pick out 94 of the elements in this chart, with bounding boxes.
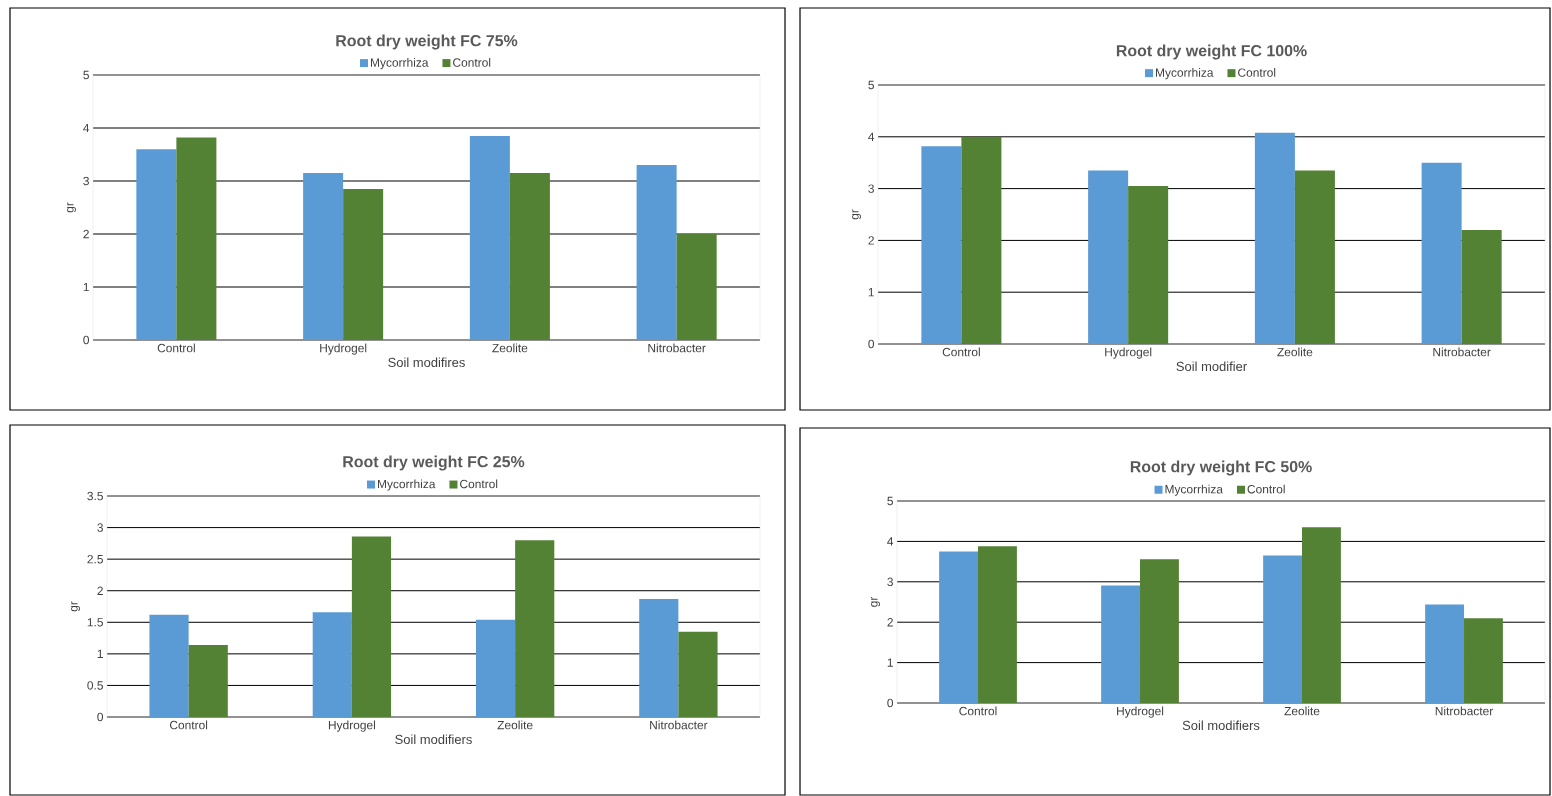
y-tick-label: 5 (83, 70, 89, 80)
bar (1461, 230, 1502, 344)
y-tick-label: 3.5 (87, 491, 103, 501)
bar (1302, 527, 1341, 704)
y-tick-label: 3 (887, 577, 893, 587)
bar (639, 598, 679, 718)
y-tick-label: 0 (83, 335, 90, 345)
bar (1294, 170, 1335, 344)
bar (1140, 559, 1179, 704)
bar (1421, 162, 1462, 344)
x-tick-label: Hydrogel (328, 720, 375, 732)
x-axis-title: Soil modifires (388, 357, 465, 368)
x-tick-label: Control (959, 706, 997, 716)
bar (303, 173, 344, 340)
bar (469, 135, 510, 340)
y-axis-title: gr (871, 596, 881, 607)
y-tick-label: 0.5 (87, 681, 103, 690)
legend-label: Mycorrhiza (1165, 484, 1223, 496)
x-tick-label: Hydrogel (1117, 706, 1164, 718)
y-tick-label: 1 (97, 649, 103, 658)
bar (1128, 186, 1169, 344)
bar (978, 546, 1017, 704)
chart-title: Root dry weight FC 25% (343, 455, 525, 471)
bar (188, 645, 228, 718)
bar (1425, 604, 1465, 704)
y-tick-label: 0 (97, 712, 104, 722)
bar (939, 551, 979, 704)
y-tick-label: 1.5 (87, 618, 103, 627)
chart-title: Root dry weight FC 75% (336, 34, 518, 50)
y-tick-label: 4 (887, 537, 894, 546)
x-axis-title: Soil modifiers (1182, 720, 1260, 731)
bar (921, 146, 962, 344)
chart-title: Root dry weight FC 100% (1116, 44, 1307, 60)
legend-label: Control (1238, 68, 1276, 77)
bar (509, 173, 550, 340)
x-tick-label: Nitrobacter (650, 720, 708, 730)
bar (1464, 618, 1503, 704)
bar (676, 234, 717, 340)
x-tick-label: Control (169, 720, 208, 730)
y-tick-label: 2 (83, 229, 89, 239)
bar (475, 619, 516, 718)
y-tick-label: 1 (868, 288, 874, 297)
y-tick-label: 3 (868, 184, 874, 193)
x-axis-title: Soil modifier (1176, 361, 1247, 372)
bar (136, 149, 177, 340)
legend-label: Mycorrhiza (378, 479, 436, 491)
x-tick-label: Nitrobacter (1433, 347, 1491, 357)
bar (312, 612, 352, 718)
bar (515, 540, 555, 718)
x-tick-label: Hydrogel (1105, 347, 1152, 359)
y-tick-label: 0 (887, 698, 894, 708)
x-tick-label: Hydrogel (320, 343, 367, 355)
legend-label: Control (460, 479, 498, 489)
bar (961, 136, 1002, 344)
y-tick-label: 1 (83, 282, 89, 292)
x-tick-label: Zeolite (1284, 706, 1320, 716)
y-tick-label: 4 (868, 132, 875, 141)
bar (176, 137, 217, 340)
y-tick-label: 2 (868, 236, 874, 245)
bar (1263, 555, 1303, 704)
x-tick-label: Zeolite (492, 343, 528, 353)
bar (351, 536, 392, 718)
y-axis-title: gr (71, 601, 81, 612)
x-tick-label: Nitrobacter (1435, 706, 1494, 716)
bar (636, 165, 677, 340)
x-tick-label: Control (157, 343, 195, 353)
legend-label: Control (1247, 484, 1285, 494)
y-tick-label: 1 (887, 658, 893, 667)
y-tick-label: 5 (887, 496, 893, 506)
bar (343, 188, 384, 340)
y-tick-label: 2 (97, 586, 103, 595)
legend-label: Mycorrhiza (1156, 68, 1214, 80)
y-axis-title: gr (852, 209, 862, 220)
y-axis-title: gr (67, 202, 76, 213)
bar (1254, 132, 1295, 344)
bar (1088, 170, 1129, 344)
bar (678, 631, 718, 718)
legend-label: Control (453, 58, 491, 67)
y-tick-label: 5 (868, 80, 874, 90)
y-tick-label: 2 (887, 618, 893, 627)
bar (149, 614, 189, 718)
y-tick-label: 0 (868, 339, 875, 349)
y-tick-label: 3 (97, 523, 103, 532)
chart-title: Root dry weight FC 50% (1130, 460, 1312, 476)
x-tick-label: Control (942, 347, 980, 357)
x-tick-label: Zeolite (1277, 347, 1313, 357)
y-tick-label: 4 (83, 123, 90, 133)
x-tick-label: Nitrobacter (648, 343, 706, 353)
y-tick-label: 3 (83, 176, 89, 186)
x-axis-title: Soil modifiers (395, 734, 472, 745)
y-tick-label: 2.5 (87, 554, 103, 564)
legend-label: Mycorrhiza (371, 58, 429, 70)
bar (1101, 585, 1141, 704)
x-tick-label: Zeolite (497, 720, 533, 730)
